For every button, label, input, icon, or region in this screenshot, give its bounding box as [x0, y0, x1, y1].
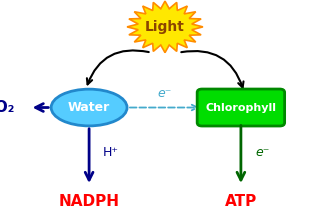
Text: e⁻: e⁻	[158, 87, 172, 100]
Text: Water: Water	[68, 101, 110, 114]
Polygon shape	[127, 1, 203, 53]
Text: e⁻: e⁻	[256, 146, 270, 159]
Text: ATP: ATP	[225, 194, 257, 209]
Text: 6O₂: 6O₂	[0, 100, 15, 115]
Ellipse shape	[51, 89, 127, 126]
Text: H⁺: H⁺	[102, 146, 118, 159]
Text: Chlorophyll: Chlorophyll	[205, 103, 277, 112]
Text: Light: Light	[145, 20, 185, 34]
Text: NADPH: NADPH	[59, 194, 119, 209]
FancyBboxPatch shape	[197, 89, 284, 126]
